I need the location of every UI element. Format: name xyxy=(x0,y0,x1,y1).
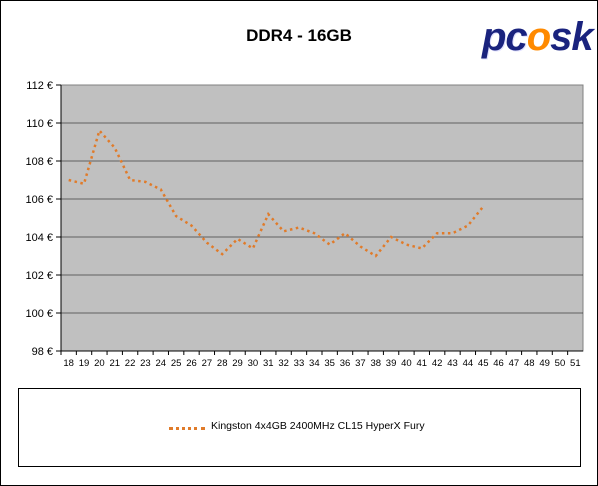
x-tick-label: 21 xyxy=(109,358,120,369)
legend: Kingston 4x4GB 2400MHz CL15 HyperX Fury xyxy=(18,388,581,467)
legend-swatch xyxy=(169,427,205,430)
x-tick-label: 48 xyxy=(524,358,535,369)
x-tick-label: 20 xyxy=(94,358,105,369)
x-tick-label: 39 xyxy=(386,358,397,369)
series-line xyxy=(68,128,485,258)
x-tick-label: 50 xyxy=(555,358,566,369)
x-tick-label: 31 xyxy=(263,358,274,369)
y-tick-label: 112 € xyxy=(26,80,53,92)
x-tick-label: 26 xyxy=(186,358,197,369)
x-tick-label: 45 xyxy=(478,358,489,369)
y-tick-label: 108 € xyxy=(25,156,53,168)
legend-label: Kingston 4x4GB 2400MHz CL15 HyperX Fury xyxy=(211,420,425,432)
x-tick-label: 30 xyxy=(248,358,259,369)
x-tick-label: 19 xyxy=(79,358,90,369)
x-tick-label: 25 xyxy=(171,358,182,369)
y-tick-label: 102 € xyxy=(25,270,53,282)
x-tick-label: 49 xyxy=(539,358,550,369)
y-axis: 98 € 100 € 102 € 104 € 106 € 108 € 110 € 112 € xyxy=(25,80,62,358)
x-tick-label: 38 xyxy=(370,358,381,369)
plot-area xyxy=(60,84,584,352)
x-tick-label: 40 xyxy=(401,358,412,369)
x-tick-label: 36 xyxy=(340,358,351,369)
x-tick-label: 23 xyxy=(140,358,151,369)
pcosk-logo: pcosk xyxy=(482,15,594,59)
x-tick-label: 35 xyxy=(324,358,335,369)
x-tick-label: 44 xyxy=(463,358,474,369)
y-tick-label: 110 € xyxy=(26,118,53,130)
x-tick-label: 43 xyxy=(447,358,458,369)
y-tick-label: 100 € xyxy=(25,308,53,320)
x-tick-label: 28 xyxy=(217,358,228,369)
chart-title: DDR4 - 16GB xyxy=(246,26,352,45)
x-tick-label: 27 xyxy=(202,358,213,369)
y-tick-label: 98 € xyxy=(32,346,53,358)
y-tick-label: 104 € xyxy=(25,232,53,244)
x-tick-label: 22 xyxy=(125,358,136,369)
x-tick-label: 33 xyxy=(294,358,305,369)
x-tick-label: 34 xyxy=(309,358,320,369)
x-tick-label: 37 xyxy=(355,358,366,369)
x-tick-label: 32 xyxy=(278,358,289,369)
x-tick-label: 47 xyxy=(509,358,520,369)
y-tick-label: 106 € xyxy=(25,194,53,206)
x-tick-label: 41 xyxy=(417,358,428,369)
x-tick-label: 24 xyxy=(156,358,167,369)
x-axis: 18 19 20 21 22 23 24 25 26 27 28 29 30 31 32 33 34 35 36 37… xyxy=(60,350,583,369)
x-tick-label: 29 xyxy=(232,358,243,369)
x-tick-label: 51 xyxy=(570,358,581,369)
x-tick-label: 46 xyxy=(493,358,504,369)
x-tick-label: 18 xyxy=(63,358,74,369)
series-group xyxy=(68,128,485,258)
gridlines xyxy=(61,122,583,314)
x-tick-label: 42 xyxy=(432,358,443,369)
